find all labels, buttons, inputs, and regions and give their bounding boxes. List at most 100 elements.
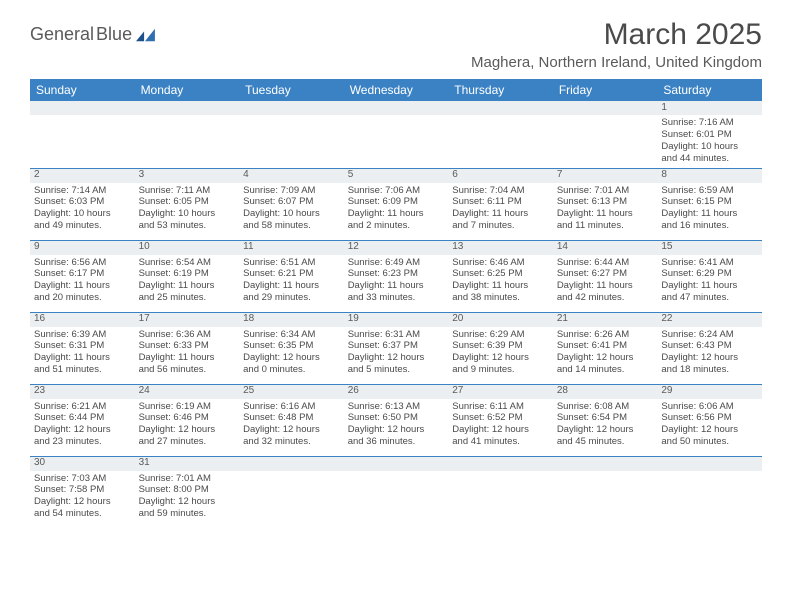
day-number: 18 bbox=[239, 313, 344, 327]
day-details: Sunrise: 6:31 AMSunset: 6:37 PMDaylight:… bbox=[344, 327, 449, 380]
calendar-cell bbox=[239, 456, 344, 528]
daylight-line-1: Daylight: 10 hours bbox=[661, 141, 758, 153]
sunrise-line: Sunrise: 7:01 AM bbox=[557, 185, 654, 197]
day-details: Sunrise: 7:03 AMSunset: 7:58 PMDaylight:… bbox=[30, 471, 135, 524]
sunrise-line: Sunrise: 7:01 AM bbox=[139, 473, 236, 485]
day-details: Sunrise: 6:34 AMSunset: 6:35 PMDaylight:… bbox=[239, 327, 344, 380]
header: GeneralBlue March 2025 Maghera, Northern… bbox=[30, 18, 762, 71]
calendar-row: 9Sunrise: 6:56 AMSunset: 6:17 PMDaylight… bbox=[30, 240, 762, 312]
daylight-line-2: and 47 minutes. bbox=[661, 292, 758, 304]
calendar-cell: 5Sunrise: 7:06 AMSunset: 6:09 PMDaylight… bbox=[344, 168, 449, 240]
daylight-line-1: Daylight: 12 hours bbox=[243, 424, 340, 436]
sunset-line: Sunset: 6:31 PM bbox=[34, 340, 131, 352]
calendar-row: 23Sunrise: 6:21 AMSunset: 6:44 PMDayligh… bbox=[30, 384, 762, 456]
daylight-line-2: and 9 minutes. bbox=[452, 364, 549, 376]
day-number: 10 bbox=[135, 241, 240, 255]
calendar-row: 16Sunrise: 6:39 AMSunset: 6:31 PMDayligh… bbox=[30, 312, 762, 384]
day-number: 19 bbox=[344, 313, 449, 327]
daylight-line-1: Daylight: 12 hours bbox=[348, 424, 445, 436]
day-details: Sunrise: 6:11 AMSunset: 6:52 PMDaylight:… bbox=[448, 399, 553, 452]
day-details bbox=[30, 115, 135, 120]
day-details bbox=[344, 115, 449, 120]
sunrise-line: Sunrise: 6:31 AM bbox=[348, 329, 445, 341]
daylight-line-2: and 53 minutes. bbox=[139, 220, 236, 232]
day-details: Sunrise: 7:14 AMSunset: 6:03 PMDaylight:… bbox=[30, 183, 135, 236]
sunset-line: Sunset: 6:41 PM bbox=[557, 340, 654, 352]
day-details: Sunrise: 6:13 AMSunset: 6:50 PMDaylight:… bbox=[344, 399, 449, 452]
daylight-line-1: Daylight: 11 hours bbox=[452, 280, 549, 292]
day-details: Sunrise: 7:06 AMSunset: 6:09 PMDaylight:… bbox=[344, 183, 449, 236]
daylight-line-2: and 59 minutes. bbox=[139, 508, 236, 520]
day-number: 31 bbox=[135, 457, 240, 471]
calendar-cell bbox=[553, 456, 658, 528]
day-details: Sunrise: 6:56 AMSunset: 6:17 PMDaylight:… bbox=[30, 255, 135, 308]
sunrise-line: Sunrise: 7:09 AM bbox=[243, 185, 340, 197]
calendar-cell: 24Sunrise: 6:19 AMSunset: 6:46 PMDayligh… bbox=[135, 384, 240, 456]
sunrise-line: Sunrise: 7:04 AM bbox=[452, 185, 549, 197]
calendar-row: 1Sunrise: 7:16 AMSunset: 6:01 PMDaylight… bbox=[30, 101, 762, 168]
daylight-line-2: and 44 minutes. bbox=[661, 153, 758, 165]
day-details: Sunrise: 7:16 AMSunset: 6:01 PMDaylight:… bbox=[657, 115, 762, 168]
sunset-line: Sunset: 6:52 PM bbox=[452, 412, 549, 424]
sunrise-line: Sunrise: 6:59 AM bbox=[661, 185, 758, 197]
daylight-line-2: and 16 minutes. bbox=[661, 220, 758, 232]
sunset-line: Sunset: 6:03 PM bbox=[34, 196, 131, 208]
day-number bbox=[344, 457, 449, 471]
day-number: 27 bbox=[448, 385, 553, 399]
daylight-line-1: Daylight: 11 hours bbox=[661, 208, 758, 220]
weekday-header: Tuesday bbox=[239, 79, 344, 101]
calendar-cell: 8Sunrise: 6:59 AMSunset: 6:15 PMDaylight… bbox=[657, 168, 762, 240]
day-details: Sunrise: 6:36 AMSunset: 6:33 PMDaylight:… bbox=[135, 327, 240, 380]
sunset-line: Sunset: 6:21 PM bbox=[243, 268, 340, 280]
sunset-line: Sunset: 6:15 PM bbox=[661, 196, 758, 208]
sunrise-line: Sunrise: 6:56 AM bbox=[34, 257, 131, 269]
calendar-cell: 3Sunrise: 7:11 AMSunset: 6:05 PMDaylight… bbox=[135, 168, 240, 240]
daylight-line-2: and 42 minutes. bbox=[557, 292, 654, 304]
calendar-cell: 11Sunrise: 6:51 AMSunset: 6:21 PMDayligh… bbox=[239, 240, 344, 312]
daylight-line-2: and 7 minutes. bbox=[452, 220, 549, 232]
sunrise-line: Sunrise: 6:41 AM bbox=[661, 257, 758, 269]
calendar-cell: 27Sunrise: 6:11 AMSunset: 6:52 PMDayligh… bbox=[448, 384, 553, 456]
day-number: 30 bbox=[30, 457, 135, 471]
daylight-line-2: and 50 minutes. bbox=[661, 436, 758, 448]
calendar-cell bbox=[135, 101, 240, 168]
weekday-header-row: Sunday Monday Tuesday Wednesday Thursday… bbox=[30, 79, 762, 101]
calendar-cell: 28Sunrise: 6:08 AMSunset: 6:54 PMDayligh… bbox=[553, 384, 658, 456]
sunset-line: Sunset: 6:37 PM bbox=[348, 340, 445, 352]
daylight-line-2: and 51 minutes. bbox=[34, 364, 131, 376]
daylight-line-1: Daylight: 12 hours bbox=[139, 424, 236, 436]
calendar-row: 30Sunrise: 7:03 AMSunset: 7:58 PMDayligh… bbox=[30, 456, 762, 528]
day-details bbox=[239, 471, 344, 476]
day-details: Sunrise: 6:26 AMSunset: 6:41 PMDaylight:… bbox=[553, 327, 658, 380]
daylight-line-1: Daylight: 12 hours bbox=[661, 352, 758, 364]
calendar-cell bbox=[553, 101, 658, 168]
day-details: Sunrise: 6:41 AMSunset: 6:29 PMDaylight:… bbox=[657, 255, 762, 308]
sunrise-line: Sunrise: 6:29 AM bbox=[452, 329, 549, 341]
calendar-cell: 2Sunrise: 7:14 AMSunset: 6:03 PMDaylight… bbox=[30, 168, 135, 240]
sunset-line: Sunset: 6:05 PM bbox=[139, 196, 236, 208]
calendar-cell: 7Sunrise: 7:01 AMSunset: 6:13 PMDaylight… bbox=[553, 168, 658, 240]
calendar-cell: 4Sunrise: 7:09 AMSunset: 6:07 PMDaylight… bbox=[239, 168, 344, 240]
daylight-line-2: and 56 minutes. bbox=[139, 364, 236, 376]
sunset-line: Sunset: 6:56 PM bbox=[661, 412, 758, 424]
weekday-header: Friday bbox=[553, 79, 658, 101]
daylight-line-2: and 58 minutes. bbox=[243, 220, 340, 232]
sunset-line: Sunset: 6:07 PM bbox=[243, 196, 340, 208]
calendar-cell: 21Sunrise: 6:26 AMSunset: 6:41 PMDayligh… bbox=[553, 312, 658, 384]
calendar-cell bbox=[344, 101, 449, 168]
calendar-cell: 30Sunrise: 7:03 AMSunset: 7:58 PMDayligh… bbox=[30, 456, 135, 528]
daylight-line-2: and 49 minutes. bbox=[34, 220, 131, 232]
location-subtitle: Maghera, Northern Ireland, United Kingdo… bbox=[471, 54, 762, 71]
daylight-line-1: Daylight: 11 hours bbox=[348, 280, 445, 292]
day-number: 17 bbox=[135, 313, 240, 327]
calendar-cell: 19Sunrise: 6:31 AMSunset: 6:37 PMDayligh… bbox=[344, 312, 449, 384]
sunrise-line: Sunrise: 7:03 AM bbox=[34, 473, 131, 485]
sunrise-line: Sunrise: 6:13 AM bbox=[348, 401, 445, 413]
sunset-line: Sunset: 6:39 PM bbox=[452, 340, 549, 352]
weekday-header: Saturday bbox=[657, 79, 762, 101]
day-details: Sunrise: 7:11 AMSunset: 6:05 PMDaylight:… bbox=[135, 183, 240, 236]
day-details bbox=[657, 471, 762, 476]
daylight-line-1: Daylight: 12 hours bbox=[139, 496, 236, 508]
sunrise-line: Sunrise: 6:49 AM bbox=[348, 257, 445, 269]
daylight-line-1: Daylight: 11 hours bbox=[139, 352, 236, 364]
